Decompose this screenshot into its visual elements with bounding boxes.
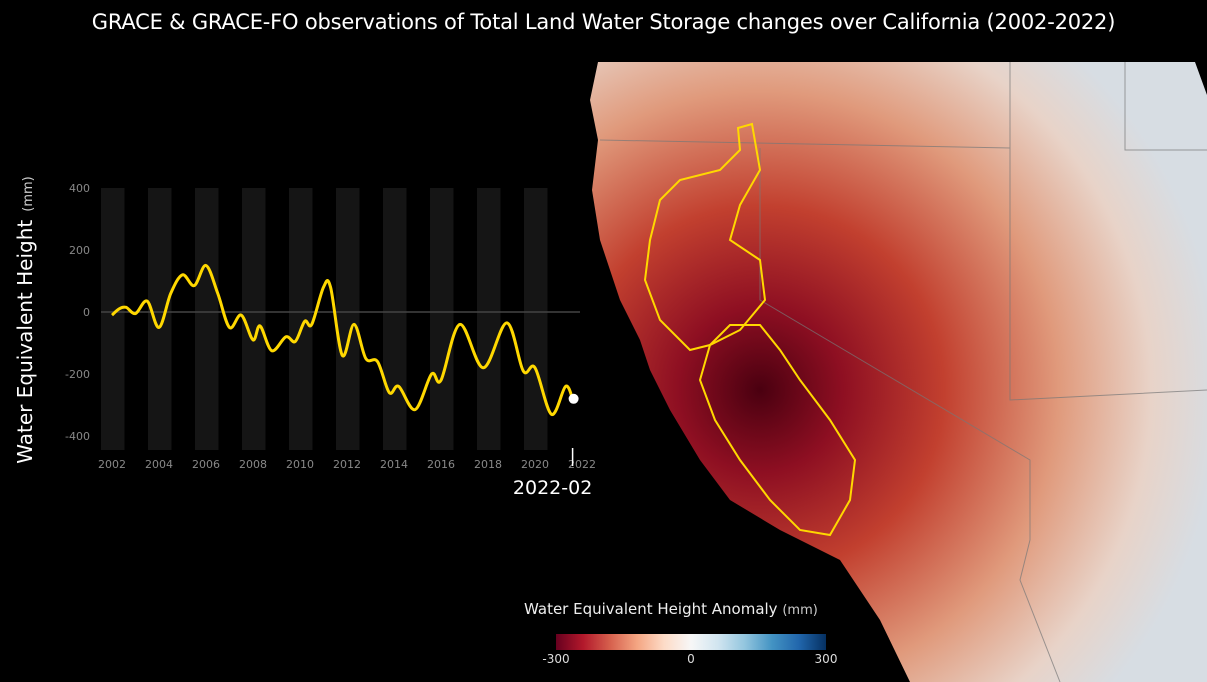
current-date-label: 2022-02: [513, 477, 592, 499]
legend-tick-min: -300: [542, 652, 570, 666]
year-band: [242, 188, 266, 450]
y-tick-label: -400: [65, 430, 90, 443]
x-tick-label: 2010: [286, 458, 314, 471]
x-tick-label: 2006: [192, 458, 220, 471]
x-tick-label: 2018: [474, 458, 502, 471]
y-tick-label: 400: [69, 182, 90, 195]
current-point: [568, 393, 579, 404]
year-band: [101, 188, 125, 450]
y-tick-label: 0: [83, 306, 90, 319]
y-tick-label: -200: [65, 368, 90, 381]
basin-outline: [643, 122, 857, 537]
water-height-chart: 400 200 0 -200 -400 2002 2004 2006 2008 2010 2012…: [13, 176, 596, 499]
legend-title: Water Equivalent Height Anomaly (mm): [524, 600, 818, 618]
x-tick-label: 2020: [521, 458, 549, 471]
year-band: [289, 188, 313, 450]
x-tick-label: 2008: [239, 458, 267, 471]
year-band: [148, 188, 172, 450]
legend-tick-max: 300: [814, 652, 838, 666]
x-tick-label: 2004: [145, 458, 173, 471]
year-band: [195, 188, 219, 450]
series-line: [110, 264, 574, 416]
year-band: [383, 188, 407, 450]
y-axis-label: Water Equivalent Height(mm): [13, 176, 37, 463]
colorbar: [556, 634, 826, 650]
x-tick-label: 2012: [333, 458, 361, 471]
year-band: [430, 188, 454, 450]
year-band: [336, 188, 360, 450]
page-title: GRACE & GRACE-FO observations of Total L…: [91, 10, 1116, 34]
x-tick-label: 2002: [98, 458, 126, 471]
year-band: [477, 188, 501, 450]
x-tick-label: 2022: [568, 458, 596, 471]
x-tick-label: 2016: [427, 458, 455, 471]
legend-tick-mid: 0: [687, 652, 695, 666]
x-tick-label: 2014: [380, 458, 408, 471]
y-tick-label: 200: [69, 244, 90, 257]
year-band: [524, 188, 548, 450]
